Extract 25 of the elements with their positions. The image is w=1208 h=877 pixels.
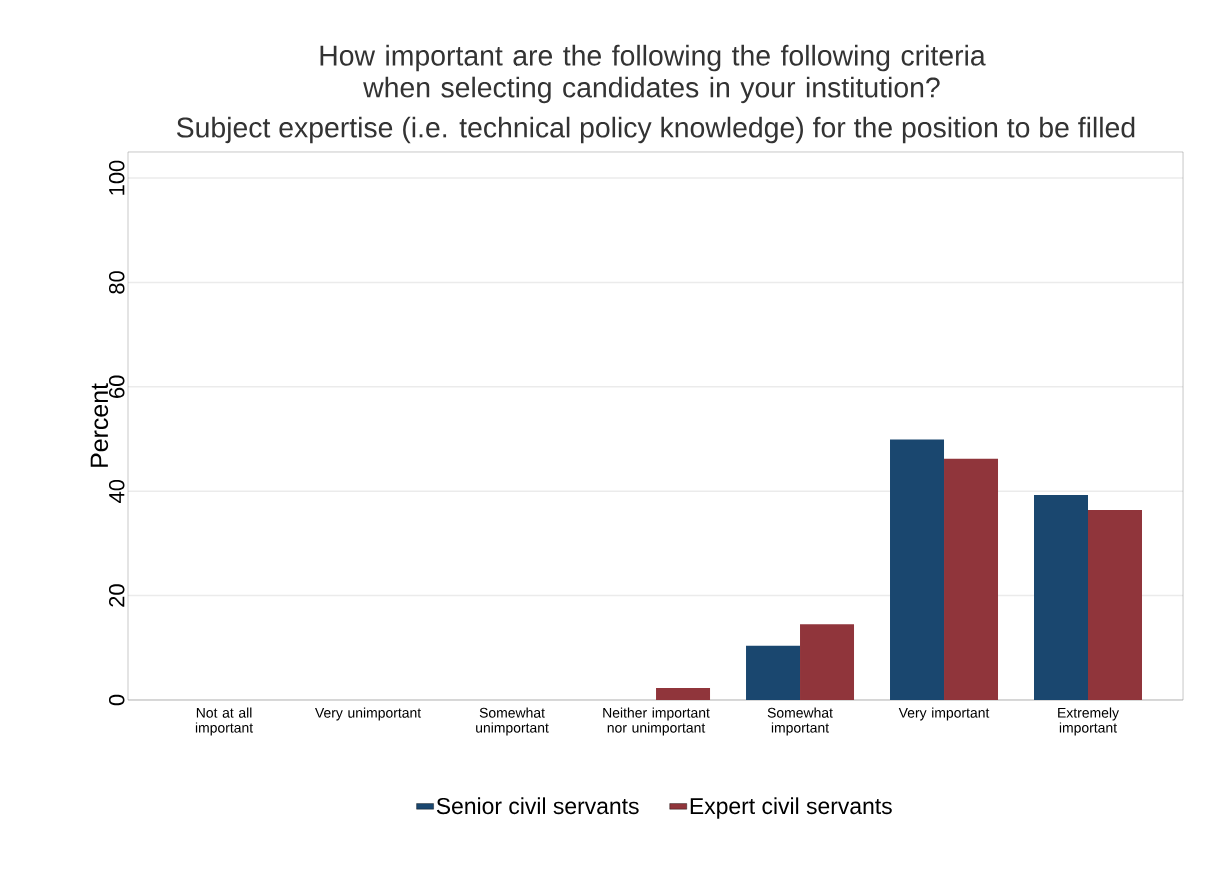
x-tick-label: Not at all important bbox=[195, 707, 254, 736]
bar bbox=[656, 687, 711, 700]
y-tick-label: 80 bbox=[108, 271, 125, 294]
bar bbox=[1034, 494, 1089, 700]
y-tick-label: 40 bbox=[108, 479, 125, 503]
y-tick-label: 20 bbox=[108, 584, 125, 607]
chart-subtitle: Subject expertise (i.e. technical policy knowledge) for the position to be filled bbox=[176, 116, 1135, 144]
legend-label: Expert civil servants bbox=[690, 797, 892, 819]
bar bbox=[746, 645, 801, 700]
y-tick-label: 60 bbox=[108, 375, 125, 398]
bar bbox=[1088, 510, 1143, 700]
chart-title: How important are the following the following criteria when selecting candidates in your institution? bbox=[320, 44, 986, 104]
bar bbox=[800, 624, 855, 700]
bar bbox=[944, 458, 999, 700]
y-tick-label: 100 bbox=[108, 160, 125, 195]
y-tick-label: 0 bbox=[108, 694, 125, 706]
x-tick-label: Very unimportant bbox=[315, 707, 422, 721]
bar bbox=[890, 439, 945, 700]
x-tick-label: Neither important nor unimportant bbox=[603, 707, 710, 736]
x-tick-label: Somewhat unimportant bbox=[476, 707, 549, 736]
x-tick-label: Extremely important bbox=[1058, 707, 1119, 736]
x-tick-label: Somewhat important bbox=[767, 707, 833, 736]
x-tick-label: Very important bbox=[898, 707, 990, 721]
y-axis-title: Percent bbox=[90, 383, 109, 467]
legend-label: Senior civil servants bbox=[436, 797, 639, 815]
